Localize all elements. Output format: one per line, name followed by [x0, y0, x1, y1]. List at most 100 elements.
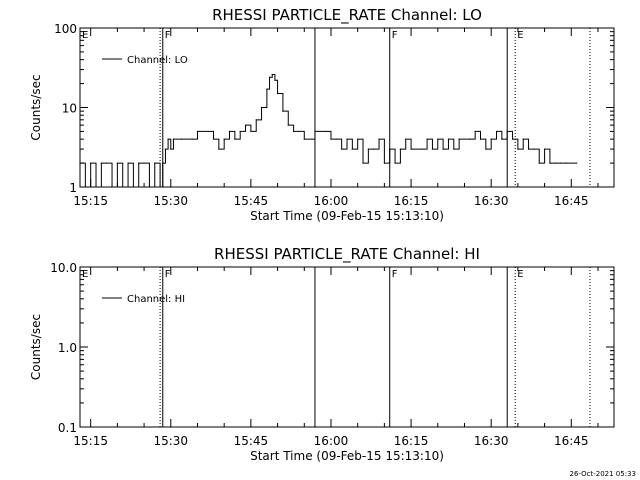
x-axis-label: Start Time (09-Feb-15 15:13:10) [250, 449, 444, 463]
data-point [511, 138, 514, 140]
data-point [453, 148, 455, 150]
y-tick-label: 1.0 [58, 341, 77, 355]
data-point [335, 138, 337, 140]
data-point [421, 148, 423, 150]
event-marker-label: F [392, 30, 398, 41]
data-point [250, 130, 252, 133]
data-point [268, 76, 271, 78]
data-point [431, 148, 434, 150]
legend-entry: Channel: LO [127, 55, 188, 66]
data-point [517, 148, 519, 150]
data-point [303, 138, 305, 140]
data-point [234, 138, 236, 140]
x-tick-label: 15:30 [153, 434, 188, 448]
data-point [325, 130, 327, 133]
data-point [90, 162, 92, 164]
data-point [442, 148, 444, 150]
data-point [244, 124, 247, 126]
data-point [565, 162, 567, 164]
data-point [399, 148, 401, 150]
data-point [111, 186, 113, 188]
data-point [437, 138, 439, 140]
data-point [373, 148, 375, 150]
data-point [346, 138, 348, 140]
data-point [162, 162, 164, 164]
data-point [549, 162, 551, 164]
data-point [293, 130, 295, 133]
data-point [405, 138, 407, 140]
data-point [132, 186, 134, 188]
data-point [196, 130, 199, 133]
data-point [447, 138, 450, 140]
data-point [282, 110, 284, 112]
rate-series-line [80, 74, 577, 188]
data-point [560, 162, 562, 164]
data-point [469, 138, 471, 140]
data-point [116, 162, 118, 164]
data-point [485, 148, 487, 150]
event-marker-label: F [165, 269, 171, 280]
chart-title: RHESSI PARTICLE_RATE Channel: LO [212, 6, 482, 25]
x-axis-label: Start Time (09-Feb-15 15:13:10) [250, 209, 444, 223]
data-point [100, 162, 102, 164]
event-corner-label: E [82, 30, 88, 41]
data-point [527, 148, 530, 150]
data-point [106, 162, 108, 164]
y-tick-label: 10 [62, 102, 77, 116]
x-tick-label: 16:30 [474, 194, 509, 208]
data-point [212, 138, 215, 140]
data-point [378, 138, 380, 140]
data-point [172, 138, 175, 140]
data-point [276, 92, 279, 95]
x-tick-label: 16:30 [474, 434, 509, 448]
data-point [79, 162, 81, 164]
data-point [223, 138, 225, 140]
data-point [287, 124, 289, 126]
data-point [154, 162, 156, 164]
creation-timestamp: 26-Oct-2021 05:33 [570, 470, 636, 478]
data-point [143, 162, 145, 164]
event-marker-label: E [517, 269, 523, 280]
data-point [127, 162, 129, 164]
data-point [522, 138, 524, 140]
data-point [341, 148, 343, 150]
data-point [495, 130, 498, 133]
data-point [501, 138, 503, 140]
data-point [122, 186, 124, 188]
data-point [218, 148, 220, 150]
data-point [506, 130, 508, 133]
data-point [266, 88, 268, 90]
event-marker-label: E [517, 30, 523, 41]
data-point [148, 186, 151, 188]
y-axis-label: Counts/sec [29, 314, 43, 380]
data-point [255, 119, 257, 121]
x-tick-label: 16:00 [314, 194, 349, 208]
data-point [389, 148, 391, 150]
lo-channel-panel: RHESSI PARTICLE_RATE Channel: LO 15:15 15:… [29, 6, 615, 223]
y-tick-label: 0.1 [58, 421, 77, 435]
x-tick-label: 16:00 [314, 434, 349, 448]
data-point [298, 130, 300, 133]
data-point [207, 130, 209, 133]
data-point [458, 138, 460, 140]
data-point [383, 162, 385, 164]
data-point [362, 162, 364, 164]
y-tick-label: 10.0 [50, 261, 77, 275]
y-axis-label: Counts/sec [29, 74, 43, 140]
data-point [533, 148, 535, 150]
hi-channel-panel: RHESSI PARTICLE_RATE Channel: HI 15:15 15:… [29, 245, 615, 463]
data-point [239, 130, 241, 133]
data-point [274, 79, 276, 81]
data-point [394, 162, 396, 164]
x-tick-label: 16:45 [554, 194, 589, 208]
data-point [260, 106, 263, 109]
event-corner-label: E [82, 269, 88, 280]
x-tick-label: 15:15 [73, 434, 108, 448]
data-point [170, 148, 172, 150]
data-point [271, 73, 273, 76]
legend-entry: Channel: HI [127, 294, 185, 305]
x-tick-label: 16:45 [554, 434, 589, 448]
data-point [164, 148, 167, 150]
x-tick-label: 15:30 [153, 194, 188, 208]
y-tick-label: 100 [54, 22, 77, 36]
